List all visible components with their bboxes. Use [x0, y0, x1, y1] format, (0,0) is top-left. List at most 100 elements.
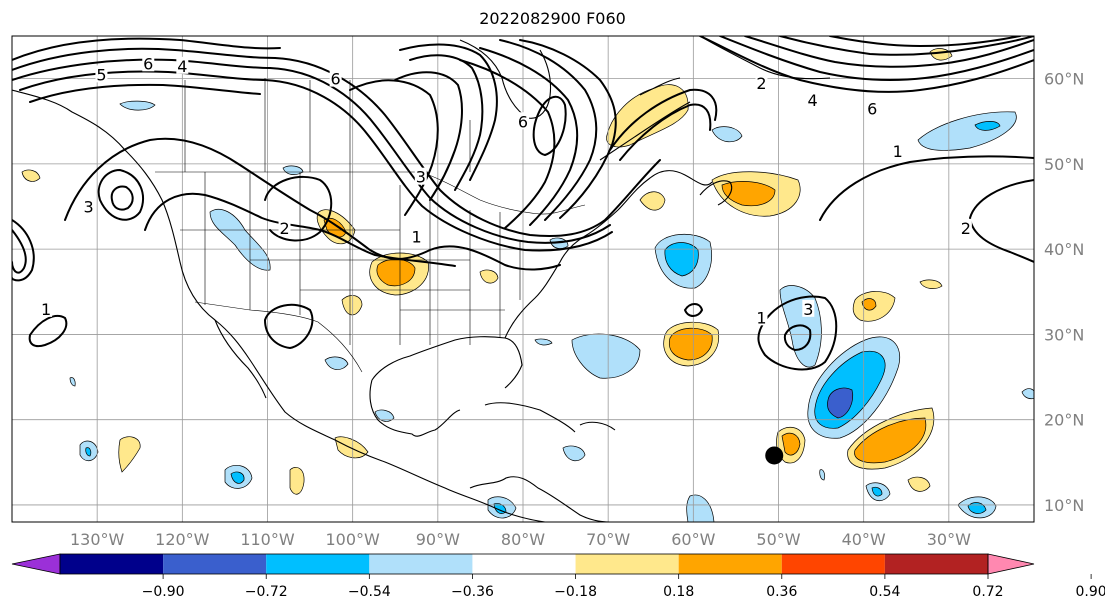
colorbar-frame — [59, 553, 989, 575]
contour-label-bg — [959, 218, 972, 236]
contour-line — [12, 219, 35, 282]
lat-tick-label: 20°N — [1044, 411, 1084, 430]
colorbar: −0.90 −0.72 −0.54 −0.36 −0.18 0.18 0.36 0.54 0.7… — [11, 553, 1105, 600]
colorbar-lower-extension — [11, 553, 61, 575]
contour-label: 6 — [518, 112, 528, 131]
contour-label: 2 — [279, 219, 289, 238]
cold-anomaly — [324, 356, 349, 370]
colorbar-tick-label: −0.18 — [554, 584, 597, 600]
newfoundland-coastline — [699, 180, 733, 206]
warm-anomaly — [668, 327, 713, 361]
contour-line — [829, 36, 1021, 48]
contour-line — [12, 37, 281, 61]
warm-anomaly — [341, 295, 363, 316]
storm-marker — [765, 446, 784, 465]
contour-label-bg — [82, 197, 95, 215]
contour-line — [264, 79, 613, 252]
cold-anomaly — [562, 445, 586, 462]
contour-line — [619, 103, 712, 161]
contour-label: 1 — [41, 300, 51, 319]
lon-tick-label: 110°W — [240, 530, 295, 549]
contour-line — [479, 47, 579, 226]
contour-line — [783, 324, 812, 352]
colorbar-tick-label: 0.54 — [869, 584, 900, 600]
colorbar-segment — [781, 554, 885, 574]
canada-province-borders — [184, 78, 471, 172]
contour-label-bg — [802, 299, 815, 317]
colorbar-tick-label: 0.72 — [972, 584, 1003, 600]
cold-anomaly — [230, 471, 245, 484]
map-frame — [11, 35, 1035, 523]
contour-label-bg — [755, 73, 768, 91]
contour-line — [459, 59, 556, 229]
colorbar-tick-label: −0.54 — [348, 584, 391, 600]
contour-label-bg — [517, 112, 529, 130]
contour-line — [274, 57, 661, 238]
warm-anomaly — [919, 279, 943, 289]
contour-label: 6 — [867, 99, 877, 118]
colorbar-segment — [472, 554, 576, 574]
contour-line — [968, 179, 1034, 263]
lat-tick-label: 40°N — [1044, 240, 1084, 259]
cold-anomaly — [1021, 388, 1034, 400]
contour-label-bg — [414, 167, 427, 185]
contour-line — [29, 83, 261, 103]
contour-line — [64, 137, 561, 271]
cold-anomaly — [974, 121, 1001, 131]
colorbar-segment — [575, 554, 679, 574]
contour-label-bg — [40, 299, 53, 317]
cold-anomaly — [85, 447, 92, 457]
contour-label-bg — [806, 90, 819, 108]
gulf-coastline — [369, 336, 523, 437]
lat-tick-label: 50°N — [1044, 155, 1084, 174]
cold-anomaly — [871, 486, 883, 497]
cold-anomaly — [534, 338, 553, 346]
colorbar-upper-extension — [987, 553, 1035, 575]
cold-anomaly — [827, 387, 854, 419]
contour-line — [744, 36, 1034, 68]
lon-tick-label: 120°W — [155, 530, 210, 549]
cold-anomaly — [69, 377, 76, 387]
map-area: 6 5 4 3 2 1 6 6 3 2 4 6 1 2 1 3 1 — [12, 36, 1034, 522]
cold-anomaly — [374, 409, 395, 422]
contour-line — [110, 185, 134, 211]
colorbar-tick-label: 0.90 — [1076, 584, 1105, 600]
warm-anomaly — [21, 169, 41, 182]
colorbar-tick-label: 0.18 — [663, 584, 694, 600]
contour-line — [12, 58, 271, 81]
contour-line — [264, 175, 333, 242]
contour-line — [683, 303, 704, 317]
map-gridlines — [12, 36, 1034, 522]
contour-line — [394, 71, 463, 201]
cold-anomaly — [711, 126, 743, 143]
colorbar-tick-label: −0.72 — [245, 584, 288, 600]
lon-tick-label: 130°W — [70, 530, 125, 549]
contour-line — [19, 70, 266, 91]
contour-line — [409, 54, 484, 191]
lat-tick-label: 60°N — [1044, 70, 1084, 89]
contour-label-bg — [142, 54, 155, 72]
baja-coastline — [214, 319, 267, 399]
lat-tick-label: 10°N — [1044, 496, 1084, 515]
warm-anomaly — [861, 298, 877, 311]
cold-anomaly — [119, 100, 156, 111]
contour-label-bg — [278, 218, 291, 236]
canada-east-coastline — [599, 77, 691, 161]
lon-tick-label: 40°W — [842, 530, 886, 549]
longitude-tick-labels: 130°W 120°W 110°W 100°W 90°W 80°W 70°W 60°W 50°W… — [70, 530, 971, 549]
cold-anomaly — [549, 237, 569, 249]
contour-label-bg — [410, 227, 423, 245]
contour-line — [97, 168, 145, 221]
contour-line — [699, 36, 1034, 93]
contour-label-bg — [176, 56, 189, 74]
contour-label: 3 — [803, 300, 813, 319]
colorbar-tick-label: −0.90 — [142, 584, 185, 600]
map-title: 2022082900 F060 — [479, 9, 626, 28]
east-coastline — [504, 170, 713, 339]
contour-lines — [12, 36, 1034, 371]
contour-label: 2 — [961, 219, 971, 238]
contour-label: 1 — [893, 142, 903, 161]
contour-label: 4 — [807, 91, 817, 110]
contour-label: 3 — [84, 198, 94, 217]
contour-line — [28, 315, 68, 348]
